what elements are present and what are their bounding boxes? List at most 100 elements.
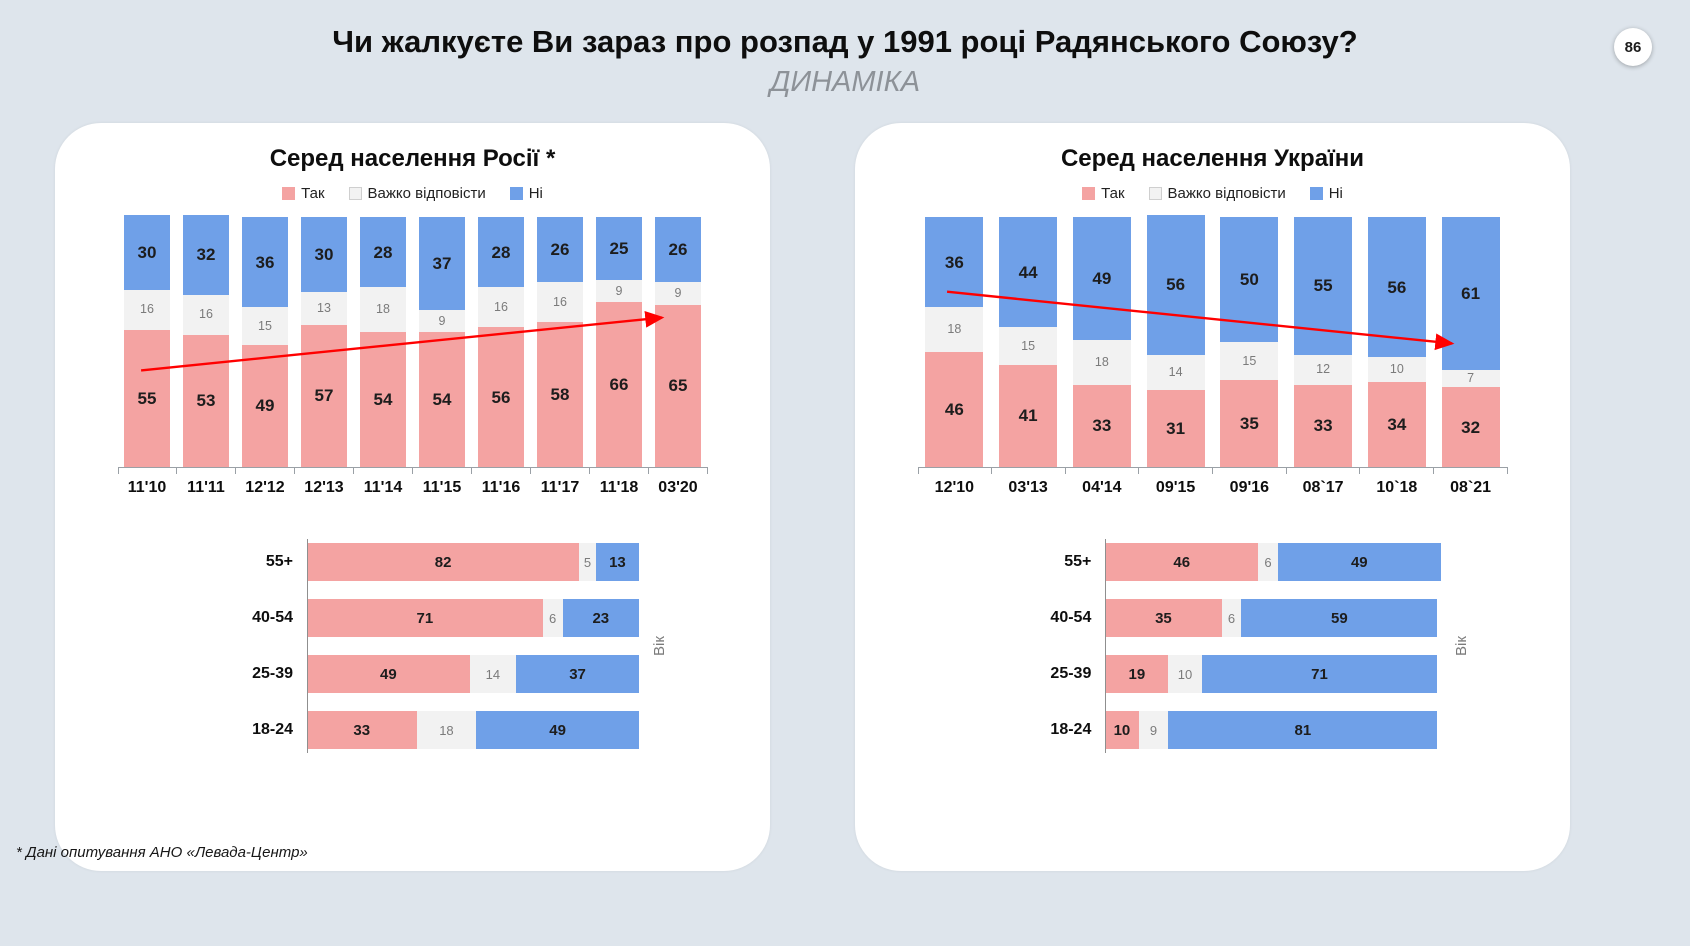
segment-yes: 66 (596, 302, 642, 467)
age-row: 25-39 19 10 71 (955, 655, 1440, 693)
segment-hard: 15 (242, 307, 288, 345)
segment-value: 65 (668, 376, 688, 396)
legend-swatch-hard (1148, 187, 1162, 200)
ukraine-dynamics-chart: 36 18 46 44 15 41 49 18 33 56 14 31 50 15 35 55 12 33 56 10… (917, 214, 1508, 497)
tick (1287, 468, 1361, 474)
stacked-bar: 26 9 65 (655, 217, 701, 467)
segment-value: 15 (1021, 338, 1036, 353)
stacked-bar: 37 9 54 (419, 217, 465, 467)
segment-hard: 16 (478, 287, 524, 327)
segment-hard: 6 (1221, 599, 1242, 637)
segment-value: 49 (379, 665, 397, 683)
x-axis-labels: 11'10 11'11 12'12 12'13 11'14 11'15 11'16 11'17… (118, 479, 708, 497)
legend-swatch-yes (1082, 187, 1096, 200)
page-number-badge: 86 (1614, 28, 1652, 66)
segment-hard: 18 (1072, 339, 1131, 385)
panel-title-ukraine: Серед населення України (1060, 145, 1365, 172)
x-axis-ticks (117, 468, 708, 474)
segment-hard: 16 (183, 294, 229, 335)
segment-yes: 49 (307, 655, 470, 693)
segment-value: 33 (1313, 416, 1333, 436)
segment-hard: 18 (360, 287, 406, 332)
tick (236, 468, 296, 474)
y-axis-line (1105, 539, 1107, 753)
category-label: 11'10 (127, 479, 167, 496)
y-axis-line (307, 539, 308, 753)
segment-hard: 14 (1146, 354, 1205, 390)
stacked-bar: 56 14 31 (1146, 214, 1205, 467)
category-label: 11'15 (422, 479, 462, 496)
segment-value: 15 (1242, 353, 1257, 368)
stacked-bar: 28 18 54 (360, 217, 406, 467)
segment-value: 33 (1092, 416, 1112, 436)
age-label: 18-24 (252, 721, 293, 738)
segment-hard: 7 (1441, 369, 1500, 387)
age-bar: 33 18 49 (307, 711, 639, 749)
ukraine-plot-area: 36 18 46 44 15 41 49 18 33 56 14 31 50 15 35 55 12 33 56 10… (917, 214, 1508, 468)
segment-yes: 41 (999, 364, 1058, 467)
segment-value: 33 (353, 721, 371, 739)
legend-swatch-no (1309, 187, 1323, 200)
segment-value: 16 (494, 299, 508, 314)
stacked-bar: 44 15 41 (999, 217, 1058, 467)
tick (472, 468, 531, 474)
segment-value: 9 (615, 283, 623, 298)
segment-yes: 54 (360, 332, 406, 467)
segment-no: 25 (596, 217, 642, 280)
segment-value: 36 (944, 252, 964, 272)
segment-no: 56 (1146, 214, 1205, 355)
segment-hard: 10 (1168, 655, 1202, 693)
panel-title-russia: Серед населення Росії * (269, 145, 556, 172)
segment-value: 6 (1227, 610, 1236, 626)
category-label: 11'18 (599, 479, 639, 496)
legend-item-yes: Так (282, 185, 325, 202)
legend-item-yes: Так (1082, 185, 1125, 202)
ukraine-panel: Серед населення України Так Важко відпов… (855, 123, 1570, 871)
stacked-bar: 36 18 46 (925, 217, 984, 467)
stacked-bar: 55 12 33 (1294, 217, 1353, 467)
legend-russia: Так Важко відповісти Ні (55, 185, 770, 202)
segment-value: 66 (609, 375, 629, 394)
segment-value: 13 (317, 301, 331, 315)
tick (1213, 468, 1287, 474)
age-row: 25-39 49 14 37 (157, 655, 639, 693)
segment-yes: 33 (307, 711, 417, 749)
segment-value: 59 (1331, 609, 1348, 627)
segment-value: 41 (1018, 406, 1038, 426)
legend-label-no: Ні (528, 185, 543, 202)
russia-age-rows: 55+ 82 5 13 40-54 71 6 23 25-39 49 14 37 18-24 33 18 49 (157, 539, 639, 753)
segment-value: 10 (1113, 721, 1131, 739)
segment-value: 26 (668, 240, 688, 259)
segment-hard: 12 (1294, 354, 1353, 385)
segment-value: 30 (137, 242, 157, 262)
stacked-bar: 30 13 57 (301, 217, 347, 467)
segment-value: 19 (1128, 665, 1146, 683)
segment-value: 54 (432, 390, 452, 409)
age-axis-label: Вік (1452, 636, 1470, 656)
legend-swatch-yes (282, 187, 296, 200)
bar-03'20: 26 9 65 (649, 217, 708, 467)
segment-hard: 15 (1220, 342, 1279, 380)
age-label: 25-39 (252, 665, 293, 682)
age-row: 55+ 82 5 13 (157, 543, 639, 581)
segment-value: 10 (1389, 362, 1404, 377)
bar-11'18: 25 9 66 (590, 217, 649, 467)
segment-value: 12 (1316, 362, 1331, 377)
segment-hard: 10 (1367, 357, 1426, 382)
x-axis-labels: 12'10 03'13 04'14 09'15 09'16 08`17 10`18 08`21 (918, 479, 1508, 497)
segment-value: 36 (255, 252, 275, 272)
segment-value: 9 (438, 313, 446, 328)
segment-no: 28 (478, 217, 524, 287)
category-label: 08`17 (1302, 479, 1344, 496)
segment-yes: 46 (925, 352, 984, 467)
segment-no: 30 (124, 214, 170, 290)
segment-value: 58 (550, 385, 570, 404)
category-label: 04'14 (1082, 479, 1122, 496)
age-label: 55+ (265, 553, 293, 570)
bar-11'10: 30 16 55 (118, 214, 177, 467)
segment-hard: 5 (579, 543, 596, 581)
segment-value: 16 (140, 302, 154, 317)
segment-hard: 14 (469, 655, 517, 693)
segment-hard: 9 (596, 279, 642, 302)
